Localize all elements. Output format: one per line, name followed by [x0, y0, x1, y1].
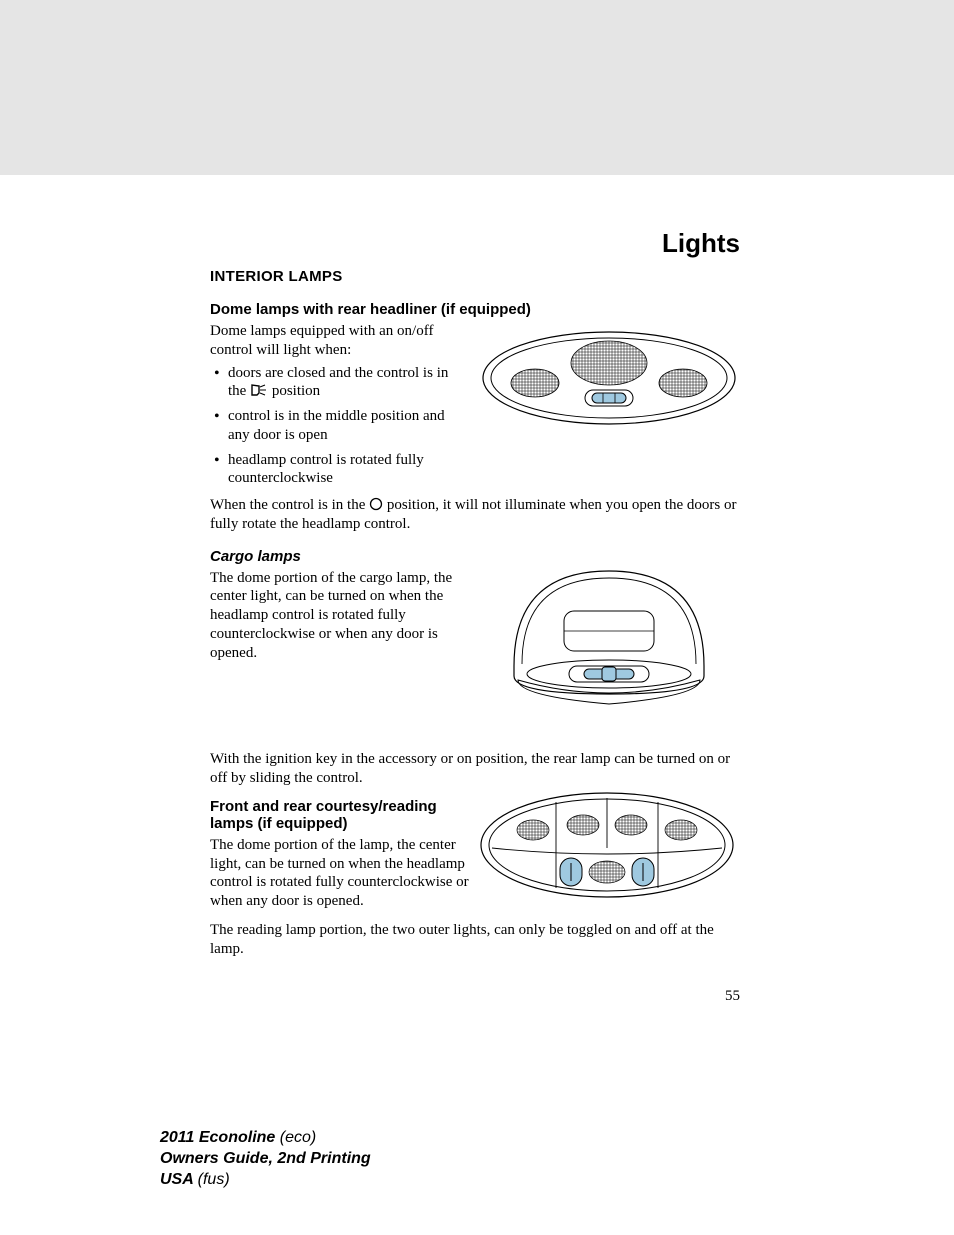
- courtesy-lamp-illustration: [478, 790, 736, 910]
- footer-line-3: USA (fus): [160, 1170, 371, 1191]
- courtesy-p1: The dome portion of the lamp, the center…: [210, 836, 470, 911]
- footer-code1: (eco): [280, 1129, 316, 1146]
- off-circle-icon: [369, 497, 383, 511]
- cargo-p1: The dome portion of the cargo lamp, the …: [210, 569, 470, 663]
- text-pre: When the control is in the: [210, 497, 369, 513]
- list-item: headlamp control is rotated fully counte…: [228, 451, 470, 489]
- dome-bullet-list: doors are closed and the control is in t…: [210, 364, 470, 489]
- footer-code2: (fus): [198, 1171, 230, 1188]
- footer-model: 2011 Econoline: [160, 1129, 280, 1146]
- bullet-text-cont: position: [272, 383, 320, 399]
- dome-lamp-illustration: [480, 328, 738, 428]
- courtesy-p2: The reading lamp portion, the two outer …: [210, 921, 738, 959]
- page-number: 55: [725, 988, 740, 1005]
- footer-block: 2011 Econoline (eco) Owners Guide, 2nd P…: [160, 1128, 371, 1190]
- heading-courtesy-lamps: Front and rear courtesy/reading lamps (i…: [210, 798, 470, 832]
- footer-line-2: Owners Guide, 2nd Printing: [160, 1149, 371, 1170]
- footer-line-1: 2011 Econoline (eco): [160, 1128, 371, 1149]
- heading-interior-lamps: INTERIOR LAMPS: [210, 268, 738, 285]
- cargo-lamp-illustration: [494, 556, 724, 711]
- cargo-p2: With the ignition key in the accessory o…: [210, 750, 738, 788]
- header-bar: [0, 0, 954, 175]
- list-item: control is in the middle position and an…: [228, 407, 470, 445]
- door-open-icon: [250, 383, 268, 397]
- chapter-title: Lights: [662, 228, 740, 259]
- list-item: doors are closed and the control is in t…: [228, 364, 470, 402]
- dome-after-text: When the control is in the position, it …: [210, 496, 738, 534]
- heading-dome-lamps: Dome lamps with rear headliner (if equip…: [210, 301, 738, 318]
- footer-region: USA: [160, 1171, 198, 1188]
- dome-intro-text: Dome lamps equipped with an on/off contr…: [210, 322, 470, 360]
